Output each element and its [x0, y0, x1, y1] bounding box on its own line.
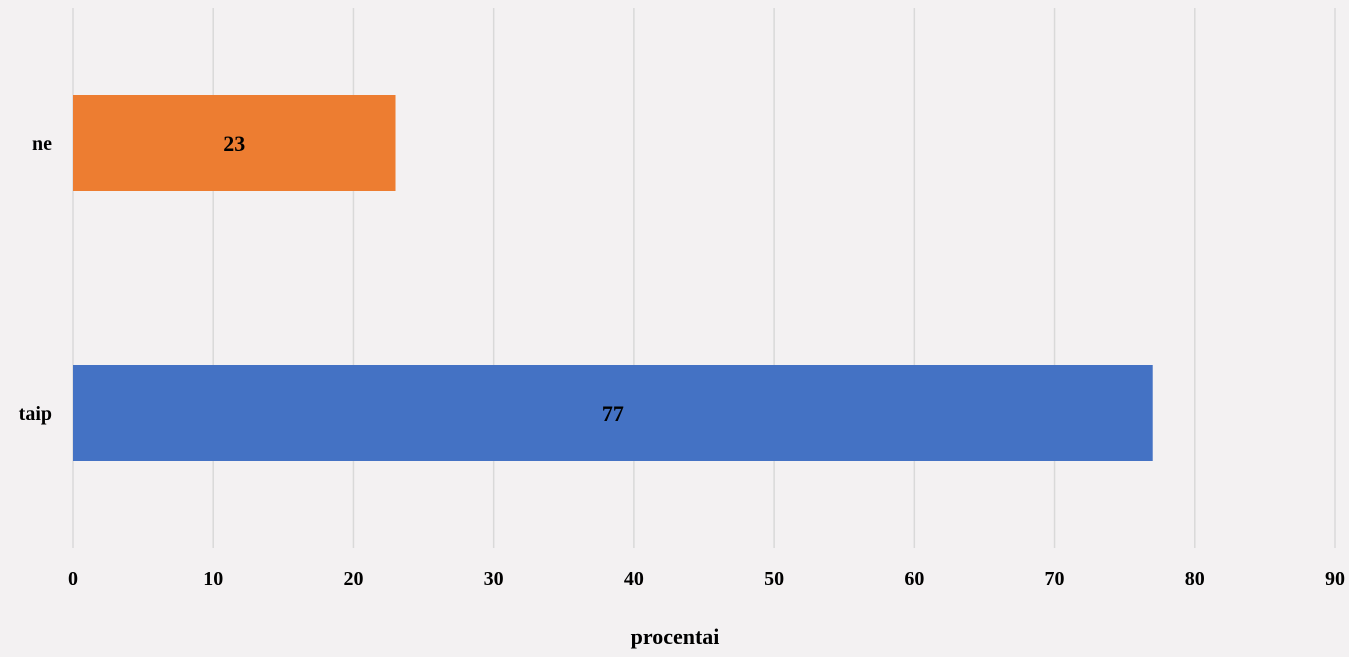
bar-taip — [73, 365, 1153, 461]
gridlines — [72, 8, 1336, 548]
x-tick-label: 10 — [203, 568, 223, 590]
category-label-ne: ne — [32, 133, 52, 155]
x-tick-label: 90 — [1325, 568, 1345, 590]
category-labels: taip ne — [19, 133, 52, 425]
bars: 77 23 — [73, 95, 1153, 461]
x-tick-label: 20 — [343, 568, 363, 590]
x-tick-labels: 0 10 20 30 40 50 60 70 80 90 — [68, 568, 1345, 590]
x-tick-label: 0 — [68, 568, 78, 590]
x-tick-label: 50 — [764, 568, 784, 590]
category-label-taip: taip — [19, 403, 52, 425]
x-tick-label: 30 — [484, 568, 504, 590]
x-axis-title: procentai — [631, 624, 720, 649]
x-tick-label: 80 — [1185, 568, 1205, 590]
x-tick-label: 40 — [624, 568, 644, 590]
x-tick-label: 70 — [1045, 568, 1065, 590]
x-tick-label: 60 — [904, 568, 924, 590]
data-label-ne: 23 — [223, 131, 245, 156]
data-label-taip: 77 — [602, 401, 624, 426]
bar-ne — [73, 95, 396, 191]
